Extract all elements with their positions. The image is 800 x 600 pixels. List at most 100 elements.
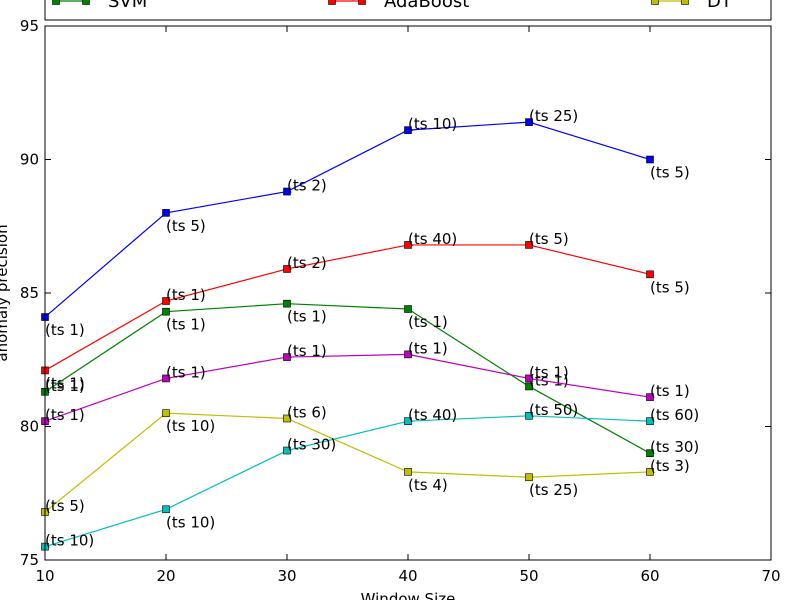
legend-marker xyxy=(82,0,90,5)
data-point xyxy=(162,307,170,316)
chart-marks: (ts 1)(ts 5)(ts 2)(ts 10) (ts 25)(ts 5)(t… xyxy=(41,107,699,551)
series-line xyxy=(44,121,651,318)
x-tick-label: 30 xyxy=(277,567,296,585)
data-point xyxy=(646,468,654,476)
y-tick-label: 85 xyxy=(20,284,39,302)
series: (ts 5) (ts 10) (ts 6) (ts 4) (ts 25) (ts 3) xyxy=(41,403,690,516)
data-label: (ts 30) xyxy=(287,436,336,454)
data-point xyxy=(525,412,533,420)
y-axis-label: anomaly precision xyxy=(0,224,11,361)
data-label: (ts 2) xyxy=(287,254,327,272)
legend-marker xyxy=(651,0,659,5)
data-label: (ts 1) xyxy=(166,363,206,381)
data-label: (ts 1) xyxy=(529,363,569,381)
data-label: (ts 5) xyxy=(45,497,85,515)
data-point xyxy=(525,473,533,482)
data-label: (ts 25) xyxy=(529,481,578,499)
data-label: (ts 2) xyxy=(287,177,327,195)
series-line xyxy=(44,412,651,513)
x-tick-label: 10 xyxy=(35,567,54,585)
x-tick-label: 20 xyxy=(156,567,175,585)
data-point xyxy=(283,446,291,455)
data-label: (ts 50) xyxy=(529,401,578,419)
data-label: (ts 1) xyxy=(650,382,690,400)
y-tick-label: 80 xyxy=(20,418,39,436)
legend-item: AdaBoost xyxy=(328,0,469,12)
data-point xyxy=(283,299,291,308)
data-point xyxy=(404,126,412,134)
data-point xyxy=(162,209,170,217)
data-point xyxy=(525,118,533,126)
legend-label: AdaBoost xyxy=(384,0,469,12)
legend-box xyxy=(44,0,772,21)
data-label: (ts 1) xyxy=(45,321,85,339)
data-point xyxy=(646,270,654,279)
data-label: (ts 1) xyxy=(45,374,85,392)
x-tick-label: 50 xyxy=(519,567,538,585)
series: (ts 1)(ts 1)(ts 1) (ts 1)(ts 1)(ts 1) xyxy=(41,339,690,425)
data-label: (ts 1) xyxy=(408,313,448,331)
series: (ts 10) (ts 10) (ts 30) (ts 40) (ts 50) (ts 6… xyxy=(41,401,699,551)
data-label: (ts 1) xyxy=(45,406,85,424)
series-line xyxy=(44,244,651,371)
data-point xyxy=(404,417,412,425)
data-label: (ts 1) xyxy=(166,286,206,304)
legend-item: DT xyxy=(651,0,733,12)
data-point xyxy=(283,414,291,423)
data-point xyxy=(404,350,412,359)
data-point xyxy=(525,241,533,249)
data-label: (ts 1) xyxy=(287,308,327,326)
data-label: (ts 25) xyxy=(529,107,578,125)
data-point xyxy=(525,374,533,383)
data-label: (ts 40) xyxy=(408,230,457,248)
legend-label: DT xyxy=(707,0,733,12)
data-label: (ts 60) xyxy=(650,406,699,424)
data-label: (ts 5) xyxy=(650,164,690,182)
data-point xyxy=(404,305,412,313)
legend-marker xyxy=(681,0,689,5)
data-point xyxy=(646,155,654,164)
data-label: (ts 30) xyxy=(650,438,699,456)
data-label: (ts 1) xyxy=(408,339,448,357)
data-point xyxy=(283,187,291,196)
series-line xyxy=(44,415,651,548)
data-label: (ts 40) xyxy=(408,406,457,424)
data-point xyxy=(162,505,170,514)
data-label: (ts 10) xyxy=(408,115,457,133)
legend-marker xyxy=(52,0,60,5)
data-point xyxy=(283,353,291,361)
data-label: (ts 10) xyxy=(166,417,215,435)
legend: SVM AdaBoost DT xyxy=(44,0,772,21)
data-point xyxy=(646,449,654,458)
series-line xyxy=(44,353,651,422)
data-label: (ts 5) xyxy=(529,230,569,248)
series: (ts 1)(ts 1)(ts 2)(ts 40) (ts 5)(ts 5) xyxy=(41,230,690,392)
legend-marker xyxy=(358,0,366,5)
y-tick-label: 90 xyxy=(20,151,39,169)
series: (ts 1) (ts 5) (ts 2) (ts 10) (ts 25) (ts 5) xyxy=(41,107,690,339)
x-axis-label: Window Size xyxy=(361,590,456,600)
data-label: (ts 4) xyxy=(408,476,448,494)
y-tick-label: 95 xyxy=(20,17,39,35)
legend-label: SVM xyxy=(108,0,147,12)
data-point xyxy=(525,382,533,391)
x-tick-label: 40 xyxy=(398,567,417,585)
data-label: (ts 5) xyxy=(166,217,206,235)
data-point xyxy=(283,265,291,273)
data-label: (ts 10) xyxy=(166,513,215,531)
data-point xyxy=(646,417,654,425)
data-point xyxy=(404,468,412,476)
data-label: (ts 1) xyxy=(529,371,569,389)
data-point xyxy=(162,409,170,417)
data-label: (ts 10) xyxy=(45,532,94,550)
data-label: (ts 1) xyxy=(166,316,206,334)
data-label: (ts 1) xyxy=(287,342,327,360)
data-label: (ts 6) xyxy=(287,403,327,421)
axis-ticks: 10 20 30 40 50 60 70 75 80 85 90 95 xyxy=(20,17,781,585)
data-label: (ts 5) xyxy=(650,278,690,296)
data-point xyxy=(162,297,170,305)
legend-item: SVM xyxy=(52,0,147,12)
data-point xyxy=(646,393,654,401)
data-label: (ts 1) xyxy=(45,377,85,395)
